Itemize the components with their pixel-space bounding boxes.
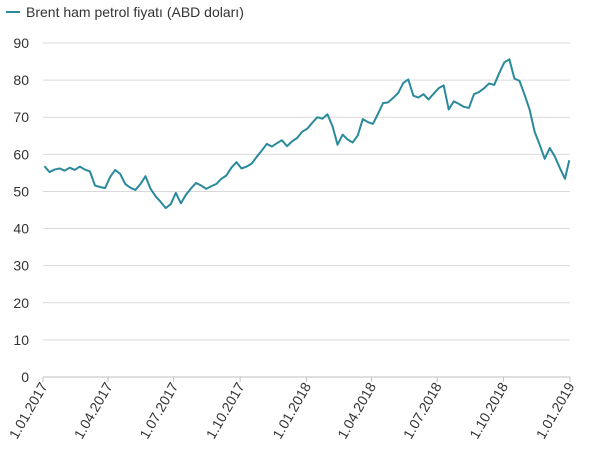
y-tick-label: 10 [13,332,29,348]
y-tick-label: 90 [13,35,29,51]
x-tick-label: 1.10.2017 [203,379,248,441]
x-tick-label: 1.04.2018 [334,379,379,441]
x-tick-label: 1.07.2017 [136,379,181,441]
y-tick-label: 60 [13,146,29,162]
x-tick-label: 1.01.2019 [533,379,578,441]
y-tick-label: 70 [13,109,29,125]
x-tick-label: 1.07.2018 [400,379,445,441]
series-line-brent [43,58,571,210]
y-tick-label: 20 [13,295,29,311]
legend: Brent ham petrol fiyatı (ABD doları) [6,4,244,20]
x-axis-ticks: 1.01.2017 1.04.2017 1.07.2017 1.10.2017 1.01… [6,377,578,441]
y-axis-ticks: 0 10 20 30 40 50 60 70 80 90 [13,35,29,385]
y-tick-label: 50 [13,183,29,199]
y-tick-label: 80 [13,72,29,88]
y-tick-label: 40 [13,221,29,237]
x-tick-label: 1.01.2017 [6,379,51,441]
legend-label: Brent ham petrol fiyatı (ABD doları) [26,4,244,20]
y-tick-label: 30 [13,258,29,274]
x-tick-label: 1.04.2017 [71,379,116,441]
y-tick-label: 0 [21,369,29,385]
grid [43,42,570,378]
x-tick-label: 1.01.2018 [269,379,314,441]
x-tick-label: 1.10.2018 [466,379,511,441]
